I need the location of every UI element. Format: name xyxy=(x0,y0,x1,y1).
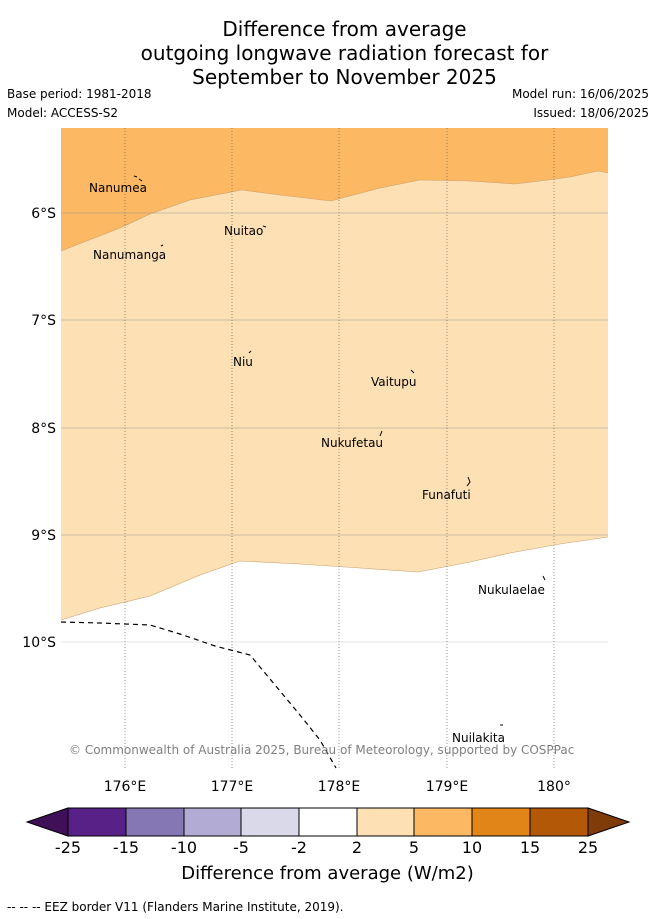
island-shape-vaitupu xyxy=(410,369,415,374)
lon-label-179e: 179°E xyxy=(426,779,469,795)
colorbar-tick: 15 xyxy=(519,838,541,857)
colorbar-extend-high xyxy=(587,807,631,837)
latitude-gridlines xyxy=(61,212,608,643)
island-label-nuitao: Nuitao xyxy=(224,224,263,238)
colorbar-segment xyxy=(356,807,415,837)
title-line-2: outgoing longwave radiation forecast for xyxy=(140,41,549,65)
title-line-1: Difference from average xyxy=(222,17,467,41)
colorbar-tick: -2 xyxy=(291,838,307,857)
lat-label-10s: 10°S xyxy=(22,635,56,651)
colorbar-tick: -10 xyxy=(170,838,198,857)
colorbar-segment xyxy=(413,807,473,837)
island-label-niu: Niu xyxy=(233,355,253,369)
colorbar-segment xyxy=(298,807,358,837)
island-shape-nuitao xyxy=(262,225,267,228)
colorbar-segment xyxy=(183,807,242,837)
anomaly-band-5-10 xyxy=(61,128,608,251)
eez-border-line xyxy=(60,621,337,769)
island-label-nanumea: Nanumea xyxy=(89,181,147,195)
lon-label-177e: 177°E xyxy=(211,779,254,795)
colorbar-tick: 25 xyxy=(577,838,599,857)
colorbar-segment xyxy=(471,807,531,837)
island-shape-nukulaelae xyxy=(542,575,546,581)
lat-label-7s: 7°S xyxy=(31,313,56,329)
lon-label-180: 180° xyxy=(537,779,571,795)
lat-label-8s: 8°S xyxy=(31,421,56,437)
lon-label-178e: 178°E xyxy=(318,779,361,795)
colorbar-extend-low xyxy=(25,807,69,837)
colorbar xyxy=(25,807,631,837)
island-label-vaitupu: Vaitupu xyxy=(371,375,417,389)
contour-line-2 xyxy=(60,536,609,621)
island-shape-funafuti xyxy=(466,476,471,487)
island-label-nuilakita: Nuilakita xyxy=(452,731,505,745)
copyright-text: © Commonwealth of Australia 2025, Bureau… xyxy=(69,743,574,757)
colorbar-tick: 5 xyxy=(408,838,420,857)
colorbar-segment xyxy=(67,807,127,837)
island-label-nukulaelae: Nukulaelae xyxy=(478,583,545,597)
lon-label-176e: 176°E xyxy=(104,779,147,795)
anomaly-band-2-5 xyxy=(61,171,608,620)
colorbar-segment xyxy=(529,807,589,837)
colorbar-label: Difference from average (W/m2) xyxy=(181,863,474,884)
lat-label-6s: 6°S xyxy=(31,206,56,222)
island-shapes xyxy=(133,175,546,726)
lat-label-9s: 9°S xyxy=(31,528,56,544)
colorbar-tick: -15 xyxy=(112,838,140,857)
model-run: Model run: 16/06/2025 xyxy=(511,87,649,101)
model-name: Model: ACCESS-S2 xyxy=(7,106,119,120)
colorbar-tick: 2 xyxy=(351,838,363,857)
colorbar-segment xyxy=(240,807,300,837)
island-shape-niu xyxy=(248,350,252,354)
colorbar-segment xyxy=(125,807,185,837)
island-shape-nanumanga xyxy=(160,244,164,247)
contour-line-5 xyxy=(60,170,609,252)
island-label-funafuti: Funafuti xyxy=(422,488,471,502)
base-period: Base period: 1981-2018 xyxy=(7,87,152,101)
issued-date: Issued: 18/06/2025 xyxy=(533,106,649,120)
island-label-nukufetau: Nukufetau xyxy=(321,436,383,450)
island-label-nanumanga: Nanumanga xyxy=(93,248,166,262)
title-line-3: September to November 2025 xyxy=(192,65,497,89)
island-shape-nanumea xyxy=(133,175,143,182)
island-shape-nukufetau xyxy=(379,430,383,437)
eez-legend-note: -- -- -- EEZ border V11 (Flanders Marine… xyxy=(7,900,344,914)
colorbar-tick: 10 xyxy=(461,838,483,857)
colorbar-tick: -5 xyxy=(233,838,249,857)
colorbar-tick: -25 xyxy=(54,838,82,857)
